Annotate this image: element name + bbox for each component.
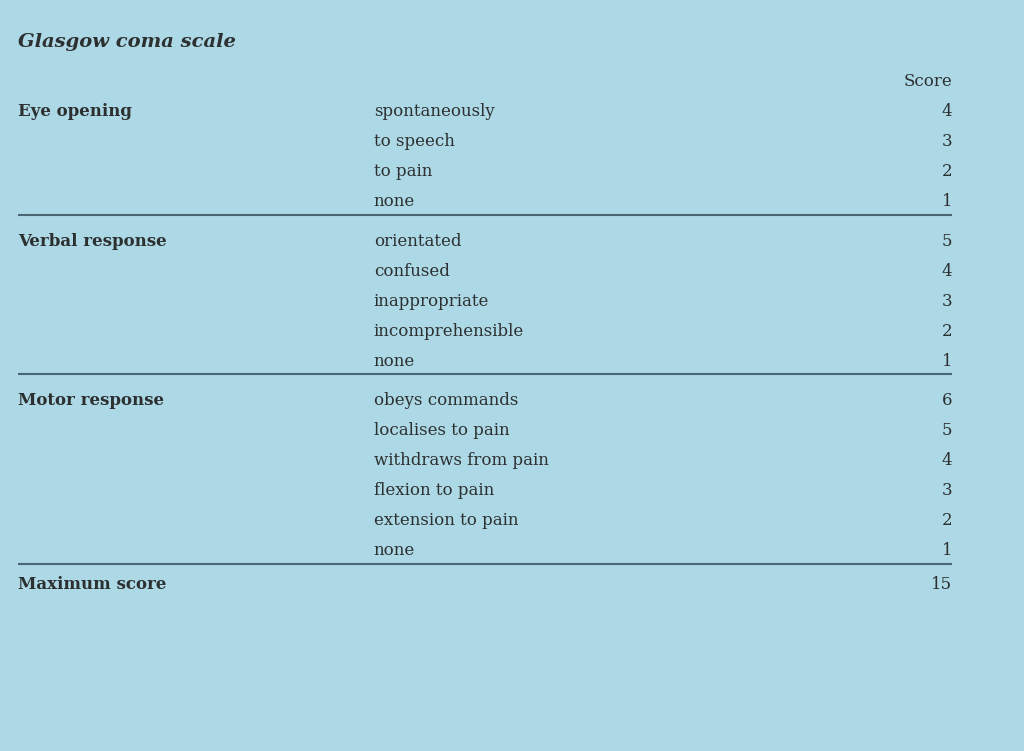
Text: withdraws from pain: withdraws from pain <box>374 452 549 469</box>
Text: extension to pain: extension to pain <box>374 512 518 529</box>
Text: 4: 4 <box>942 103 952 120</box>
Text: orientated: orientated <box>374 233 461 249</box>
Text: to speech: to speech <box>374 133 455 150</box>
Text: Eye opening: Eye opening <box>18 103 132 120</box>
Text: 1: 1 <box>942 542 952 559</box>
Text: 4: 4 <box>942 263 952 279</box>
Text: 2: 2 <box>942 512 952 529</box>
Text: inappropriate: inappropriate <box>374 293 489 309</box>
Text: none: none <box>374 353 415 369</box>
Text: spontaneously: spontaneously <box>374 103 495 120</box>
Text: Maximum score: Maximum score <box>18 577 167 593</box>
Text: to pain: to pain <box>374 163 432 180</box>
Text: localises to pain: localises to pain <box>374 422 509 439</box>
Text: obeys commands: obeys commands <box>374 392 518 409</box>
Text: incomprehensible: incomprehensible <box>374 323 524 339</box>
Text: 6: 6 <box>942 392 952 409</box>
Text: 1: 1 <box>942 193 952 210</box>
Text: none: none <box>374 542 415 559</box>
Text: 3: 3 <box>942 133 952 150</box>
Text: Verbal response: Verbal response <box>18 233 167 249</box>
Text: 15: 15 <box>931 577 952 593</box>
Text: none: none <box>374 193 415 210</box>
Text: 1: 1 <box>942 353 952 369</box>
Text: 5: 5 <box>942 422 952 439</box>
Text: 4: 4 <box>942 452 952 469</box>
Text: flexion to pain: flexion to pain <box>374 482 494 499</box>
Text: Score: Score <box>903 73 952 90</box>
Text: 3: 3 <box>942 482 952 499</box>
Text: 3: 3 <box>942 293 952 309</box>
Text: 2: 2 <box>942 163 952 180</box>
Text: 5: 5 <box>942 233 952 249</box>
Text: Glasgow coma scale: Glasgow coma scale <box>18 33 237 51</box>
Text: Motor response: Motor response <box>18 392 165 409</box>
Text: 2: 2 <box>942 323 952 339</box>
Text: confused: confused <box>374 263 450 279</box>
